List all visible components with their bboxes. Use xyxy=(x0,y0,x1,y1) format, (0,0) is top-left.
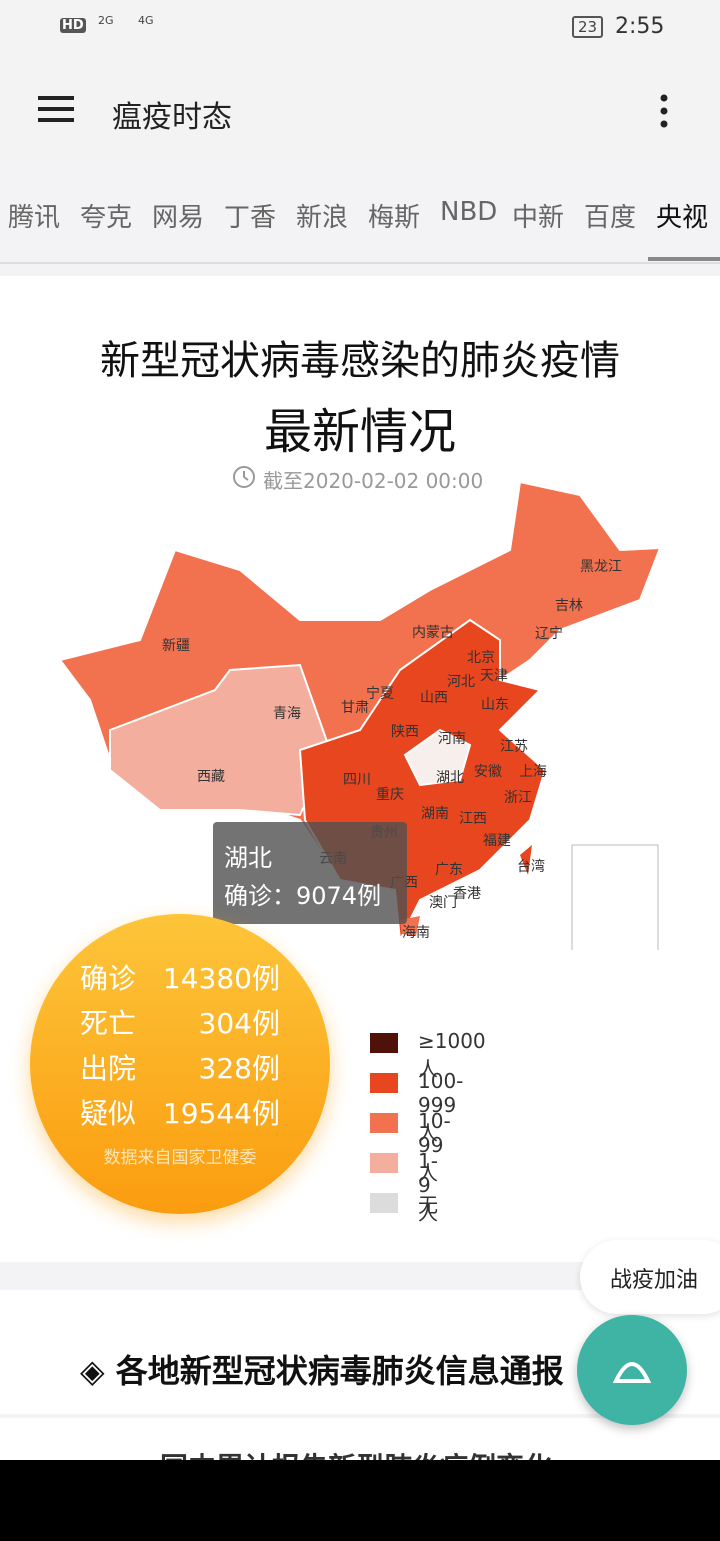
legend-swatch xyxy=(370,1113,398,1133)
tab[interactable]: 新浪 xyxy=(296,203,349,233)
menu-icon[interactable] xyxy=(38,96,74,122)
legend-label: 100-999人 xyxy=(418,1069,464,1145)
divider xyxy=(0,262,720,264)
fab[interactable] xyxy=(577,1315,687,1425)
tooltip-name: 湖北 xyxy=(224,844,272,872)
tab[interactable]: 央视 xyxy=(656,203,709,233)
province-label: 吉林 xyxy=(555,598,583,614)
stat-value: 14380例 xyxy=(162,962,280,995)
stats-circle xyxy=(30,914,330,1214)
stat-label: 死亡 xyxy=(80,1007,137,1040)
province-label: 湖北 xyxy=(436,770,464,786)
province-label: 广东 xyxy=(435,862,463,878)
province-label: 福建 xyxy=(483,833,511,849)
legend-swatch xyxy=(370,1153,398,1173)
province-label: 陕西 xyxy=(391,724,419,740)
card-title: 最新情况 xyxy=(263,404,456,460)
tab[interactable]: 夸克 xyxy=(80,203,133,233)
app-bar: 瘟疫时态 xyxy=(0,56,720,166)
tab-indicator xyxy=(648,257,720,261)
tab[interactable]: 腾讯 xyxy=(8,203,61,233)
province-label: 四川 xyxy=(343,772,371,788)
province-label: 湖南 xyxy=(421,806,449,822)
network: HD xyxy=(60,18,86,33)
next-heading: 国内累计报告新型肺炎病例变化 xyxy=(160,1446,552,1460)
province-label: 辽宁 xyxy=(535,626,563,642)
province-label: 浙江 xyxy=(504,790,532,806)
stat-row: 确诊 14380例 xyxy=(80,957,280,997)
stat-row: 疑似 19544例 xyxy=(80,1092,280,1132)
fab-icon xyxy=(612,1362,652,1383)
province-label: 台湾 xyxy=(517,859,545,875)
province-label: 安徽 xyxy=(474,764,502,780)
timestamp: 截至2020-02-02 00:00 xyxy=(263,469,484,493)
heading-text: 各地新型冠状病毒肺炎信息通报 xyxy=(115,1352,564,1390)
time: 2:55 xyxy=(615,14,665,39)
province-label: 河南 xyxy=(438,731,466,747)
stat-row: 出院 328例 xyxy=(80,1047,280,1087)
stat-label: 确诊 xyxy=(80,962,137,995)
next-section: 国内累计报告新型肺炎病例变化 xyxy=(0,1418,720,1460)
status-bar: HD 2G 4G 23 2:55 xyxy=(0,0,720,56)
signal: 2G xyxy=(98,14,114,27)
chip[interactable]: 战疫加油 xyxy=(580,1240,720,1314)
province-label: 天津 xyxy=(480,668,508,684)
province-label: 江苏 xyxy=(500,739,528,755)
province-label: 黑龙江 xyxy=(580,559,622,575)
more-icon[interactable] xyxy=(658,94,670,128)
stat-row: 死亡 304例 xyxy=(80,1002,280,1042)
chip-text: 战疫加油 xyxy=(610,1268,699,1293)
legend-label: 无 xyxy=(418,1193,438,1217)
stat-value: 304例 xyxy=(198,1007,280,1040)
province-label: 内蒙古 xyxy=(412,625,454,641)
section-heading: ◈ 各地新型冠状病毒肺炎信息通报 xyxy=(80,1352,564,1390)
province-label: 北京 xyxy=(467,650,495,666)
battery: 23 xyxy=(572,16,604,38)
tooltip-text: 确诊：9074例 xyxy=(224,882,382,910)
legend-label: 10-99人 xyxy=(418,1109,451,1185)
stat-label: 疑似 xyxy=(80,1097,137,1130)
province-label: 澳门 xyxy=(429,895,457,911)
legend-swatch xyxy=(370,1033,398,1053)
stat-value: 19544例 xyxy=(162,1097,280,1130)
app-title: 瘟疫时态 xyxy=(112,100,232,135)
map xyxy=(58,480,662,950)
tab[interactable]: 丁香 xyxy=(224,203,277,233)
tab[interactable]: 网易 xyxy=(152,203,205,233)
province-label: 海南 xyxy=(402,925,430,941)
tab[interactable]: 梅斯 xyxy=(368,203,421,233)
tooltip: 湖北 确诊：9074例 xyxy=(213,822,407,924)
province-label: 西藏 xyxy=(197,769,225,785)
province-label: 山东 xyxy=(481,697,509,713)
province-label: 山西 xyxy=(420,690,448,706)
province-label: 江西 xyxy=(459,811,487,827)
province-label: 重庆 xyxy=(376,787,404,803)
clock-icon xyxy=(233,466,255,488)
legend-label: ≥1000人 xyxy=(418,1029,486,1081)
stat-label: 出院 xyxy=(80,1052,137,1085)
province-label: 香港 xyxy=(453,886,481,902)
legend-swatch xyxy=(370,1193,398,1213)
legend-label: 1-9人 xyxy=(418,1149,438,1225)
province-label: 青海 xyxy=(273,706,301,722)
tab[interactable]: 中新 xyxy=(512,203,565,233)
tab[interactable]: 百度 xyxy=(584,203,637,233)
source: 数据来自国家卫健委 xyxy=(103,1148,257,1168)
signal: 4G xyxy=(138,14,154,27)
province-label: 河北 xyxy=(447,674,475,690)
nav-bar xyxy=(0,1460,720,1541)
province-label: 甘肃 xyxy=(341,700,369,716)
card-title: 新型冠状病毒感染的肺炎疫情 xyxy=(100,338,620,384)
province-label: 上海 xyxy=(519,764,547,780)
tab[interactable]: NBD xyxy=(440,197,498,227)
legend-swatch xyxy=(370,1073,398,1093)
province-label: 新疆 xyxy=(162,638,190,654)
stat-value: 328例 xyxy=(198,1052,280,1085)
province-label: 宁夏 xyxy=(366,686,394,702)
